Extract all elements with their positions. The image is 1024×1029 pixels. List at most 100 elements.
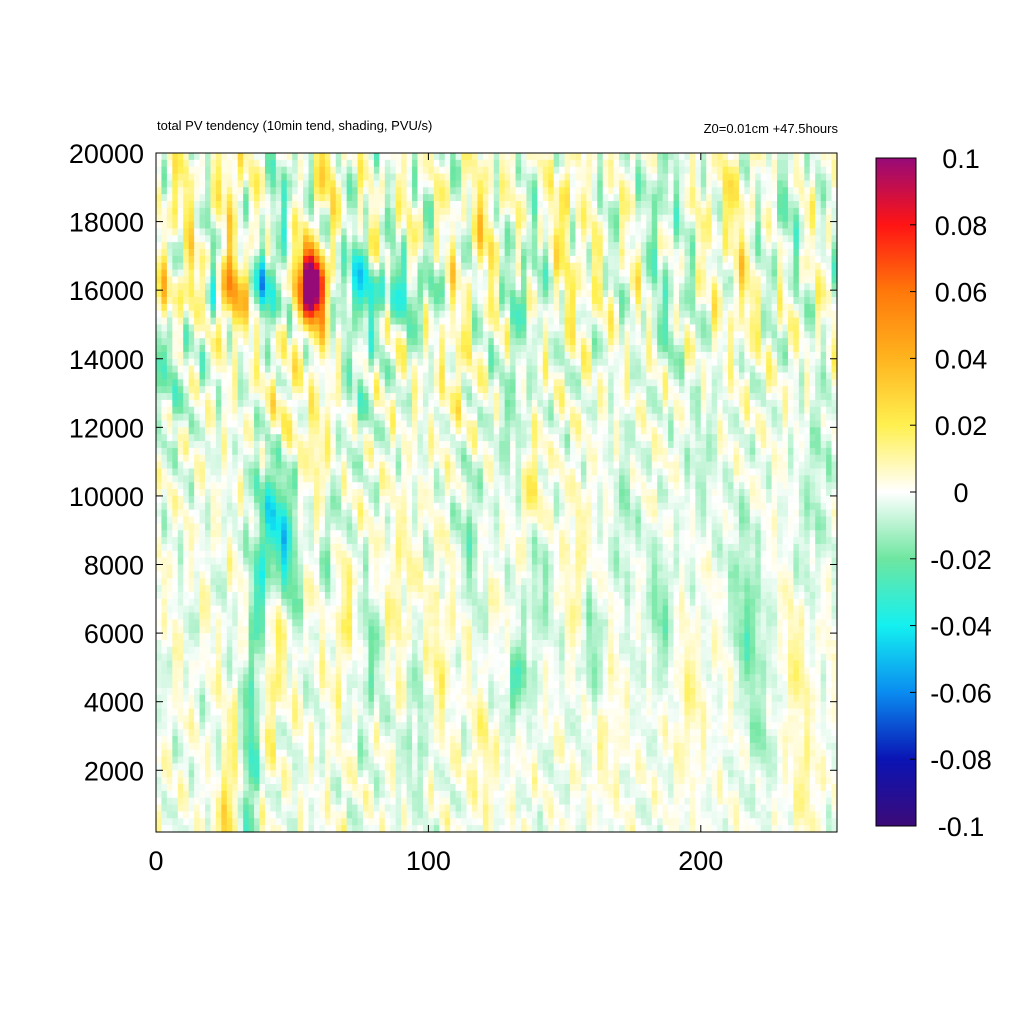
heatmap-cell: [205, 351, 212, 360]
heatmap-cell: [390, 173, 397, 182]
heatmap-cell: [335, 290, 342, 298]
heatmap-cell: [264, 420, 272, 428]
heatmap-cell: [188, 715, 195, 723]
heatmap-cell: [395, 187, 402, 195]
heatmap-cell: [373, 530, 380, 538]
heatmap-cell: [248, 777, 255, 785]
heatmap-cell: [428, 249, 435, 257]
heatmap-cell: [384, 482, 391, 490]
heatmap-cell: [286, 276, 293, 284]
heatmap-cell: [264, 605, 272, 614]
heatmap-cell: [313, 434, 321, 442]
heatmap-cell: [205, 687, 212, 696]
heatmap-cell: [281, 290, 288, 298]
heatmap-cell: [401, 290, 408, 298]
heatmap-cell: [188, 550, 195, 559]
heatmap-cell: [417, 166, 424, 175]
heatmap-cell: [166, 646, 173, 655]
heatmap-cell: [341, 358, 348, 367]
heatmap-cell: [232, 783, 239, 792]
heatmap-cell: [248, 207, 255, 216]
heatmap-cell: [210, 564, 217, 572]
heatmap-cell: [384, 537, 391, 545]
heatmap-cell: [199, 509, 206, 518]
heatmap-cell: [330, 612, 337, 620]
heatmap-cell: [161, 482, 168, 490]
heatmap-cell: [324, 351, 331, 360]
heatmap-cell: [395, 441, 402, 449]
heatmap-cell: [330, 825, 337, 833]
heatmap-cell: [270, 578, 277, 586]
heatmap-cell: [363, 269, 370, 278]
heatmap-cell: [286, 516, 293, 524]
heatmap-cell: [390, 674, 397, 682]
heatmap-cell: [346, 393, 353, 401]
heatmap-cell: [330, 207, 337, 216]
heatmap-cell: [412, 468, 419, 476]
heatmap-cell: [379, 502, 386, 511]
heatmap-cell: [281, 310, 288, 319]
heatmap-cell: [199, 221, 206, 230]
heatmap-cell: [379, 811, 386, 819]
heatmap-cell: [194, 667, 201, 675]
heatmap-cell: [346, 482, 353, 490]
heatmap-cell: [373, 159, 380, 168]
heatmap-cell: [177, 729, 184, 737]
heatmap-cell: [401, 633, 408, 641]
heatmap-cell: [215, 269, 222, 278]
heatmap-cell: [210, 633, 217, 641]
heatmap-cell: [373, 516, 380, 524]
heatmap-cell: [412, 283, 419, 291]
heatmap-cell: [401, 674, 408, 682]
heatmap-cell: [297, 413, 304, 422]
heatmap-cell: [324, 537, 331, 545]
heatmap-cell: [346, 207, 353, 216]
heatmap-cell: [264, 372, 272, 380]
heatmap-cell: [226, 694, 233, 703]
heatmap-cell: [281, 495, 288, 504]
heatmap-cell: [264, 214, 272, 223]
heatmap-cell: [330, 447, 337, 456]
heatmap-cell: [357, 358, 364, 367]
heatmap-cell: [166, 461, 173, 470]
heatmap-cell: [303, 523, 310, 531]
heatmap-cell: [254, 276, 261, 284]
heatmap-cell: [226, 646, 233, 655]
heatmap-cell: [401, 530, 408, 538]
heatmap-cell: [324, 598, 331, 607]
heatmap-cell: [281, 303, 288, 312]
heatmap-cell: [254, 516, 261, 524]
heatmap-cell: [363, 290, 370, 298]
heatmap-cell: [172, 303, 179, 312]
heatmap-cell: [417, 249, 424, 257]
heatmap-cell: [205, 420, 212, 428]
heatmap-cell: [270, 249, 277, 257]
heatmap-cell: [292, 386, 299, 394]
heatmap-cell: [303, 619, 310, 627]
heatmap-cell: [183, 825, 190, 833]
heatmap-cell: [406, 694, 413, 703]
heatmap-cell: [281, 701, 288, 710]
heatmap-cell: [319, 427, 326, 435]
heatmap-cell: [390, 269, 397, 278]
heatmap-cell: [161, 187, 168, 195]
heatmap-cell: [303, 509, 310, 518]
heatmap-cell: [156, 790, 163, 799]
heatmap-cell: [373, 379, 380, 387]
heatmap-cell: [379, 454, 386, 463]
heatmap-cell: [259, 523, 266, 531]
heatmap-cell: [270, 173, 277, 182]
heatmap-cell: [156, 242, 163, 250]
heatmap-cell: [401, 701, 408, 710]
heatmap-cell: [308, 317, 315, 326]
heatmap-cell: [417, 283, 424, 291]
heatmap-cell: [232, 633, 239, 641]
heatmap-cell: [166, 331, 173, 339]
heatmap-cell: [379, 214, 386, 223]
heatmap-cell: [303, 825, 310, 833]
heatmap-cell: [243, 708, 250, 717]
heatmap-cell: [281, 804, 288, 813]
heatmap-cell: [199, 701, 206, 710]
heatmap-cell: [259, 166, 266, 175]
heatmap-cell: [352, 729, 359, 737]
